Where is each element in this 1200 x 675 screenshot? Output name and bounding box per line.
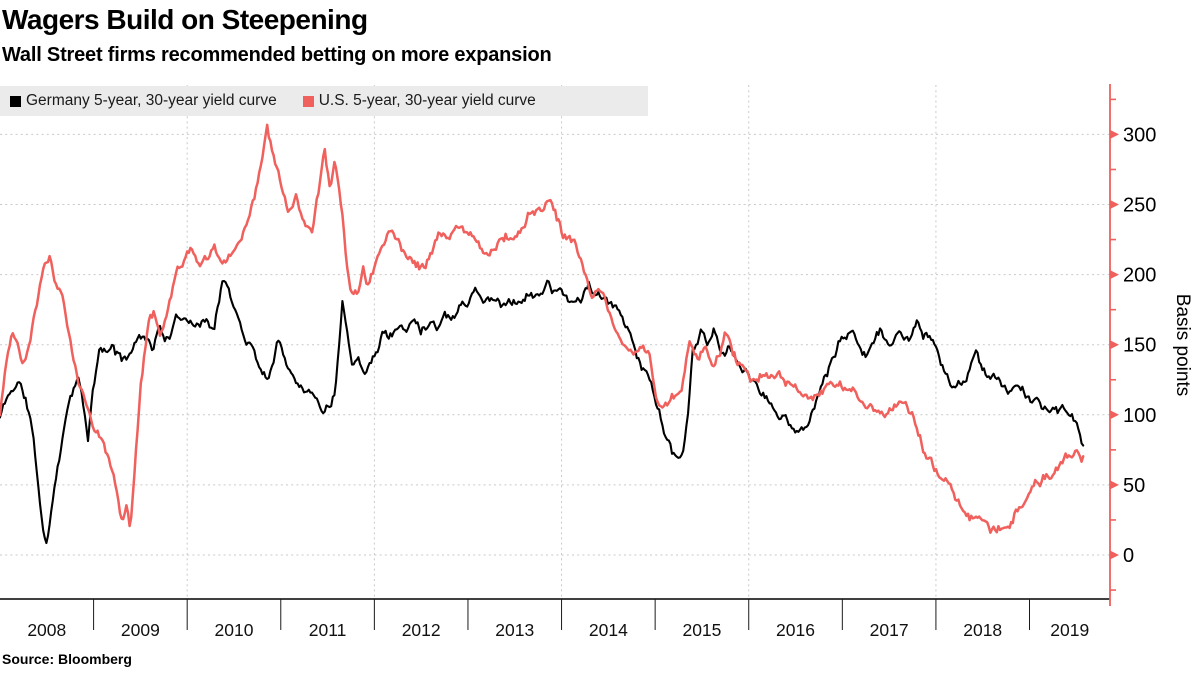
x-tick-label: 2012 [402,620,441,640]
us-series-line [0,123,1085,534]
source-attribution: Source: Bloomberg [2,651,132,667]
y-tick-arrow-icon [1110,550,1119,560]
y-tick-arrow-icon [1110,410,1119,420]
x-tick-label: 2010 [215,620,254,640]
legend-item-label: U.S. 5-year, 30-year yield curve [318,92,536,109]
y-tick-arrow-icon [1110,129,1119,139]
x-tick-label: 2008 [27,620,66,640]
y-tick-label: 200 [1123,265,1156,287]
x-tick-label: 2013 [495,620,534,640]
y-tick-label: 0 [1123,545,1134,567]
x-tick-label: 2016 [776,620,815,640]
x-tick-label: 2015 [682,620,721,640]
y-axis-title: Basis points [1172,294,1193,396]
y-tick-label: 250 [1123,195,1156,217]
us-series-swatch-icon [302,95,314,107]
y-tick-arrow-icon [1110,270,1119,280]
page-title: Wagers Build on Steepening [2,4,368,35]
legend-item-us: U.S. 5-year, 30-year yield curve [302,92,536,110]
x-tick-label: 2019 [1050,620,1089,640]
legend-item-germany: Germany 5-year, 30-year yield curve [10,92,277,110]
y-tick-label: 50 [1123,475,1145,497]
x-tick-label: 2017 [870,620,909,640]
y-tick-arrow-icon [1110,200,1119,210]
legend-item-label: Germany 5-year, 30-year yield curve [26,92,277,109]
x-tick-label: 2014 [589,620,628,640]
page-subtitle: Wall Street firms recommended betting on… [2,44,552,66]
y-tick-label: 100 [1123,405,1156,427]
x-tick-label: 2018 [963,620,1002,640]
chart-legend: Germany 5-year, 30-year yield curve U.S.… [0,86,648,116]
y-tick-arrow-icon [1110,480,1119,490]
x-tick-label: 2009 [121,620,160,640]
y-tick-arrow-icon [1110,340,1119,350]
germany-series-line [0,279,1085,545]
y-tick-label: 150 [1123,335,1156,357]
germany-series-swatch-icon [10,95,21,107]
x-tick-label: 2011 [309,620,347,640]
y-tick-label: 300 [1123,124,1156,146]
